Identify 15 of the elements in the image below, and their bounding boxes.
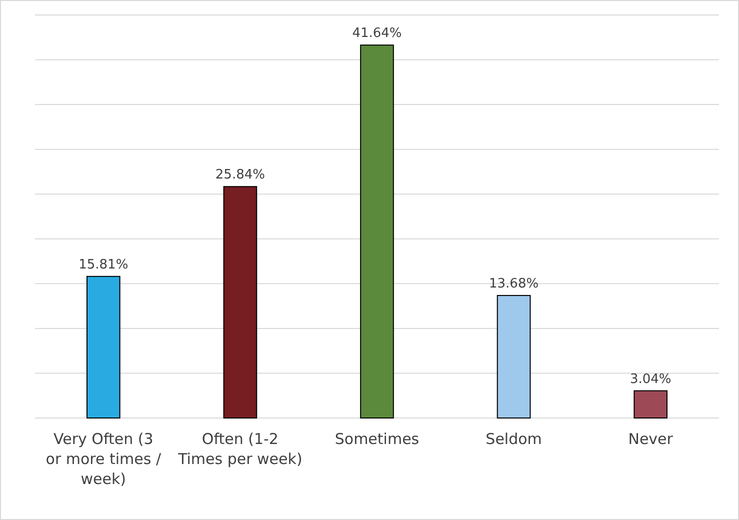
bar xyxy=(496,294,531,418)
bar xyxy=(86,276,120,418)
data-label: 15.81% xyxy=(78,257,128,272)
x-tick-label: Often (1-2 Times per week) xyxy=(177,430,302,468)
data-label: 41.64% xyxy=(352,26,402,42)
x-tick-label: Never xyxy=(628,430,674,448)
bar xyxy=(223,186,258,418)
x-tick-label: Very Often (3 or more times / week) xyxy=(46,430,162,488)
data-label: 25.84% xyxy=(215,168,265,183)
data-label: 3.04% xyxy=(630,372,672,387)
x-tick-label: Sometimes xyxy=(334,430,420,448)
data-label: 13.68% xyxy=(489,276,539,292)
bar xyxy=(634,390,668,418)
x-tick-label: Seldom xyxy=(486,430,542,448)
bar xyxy=(360,44,394,418)
